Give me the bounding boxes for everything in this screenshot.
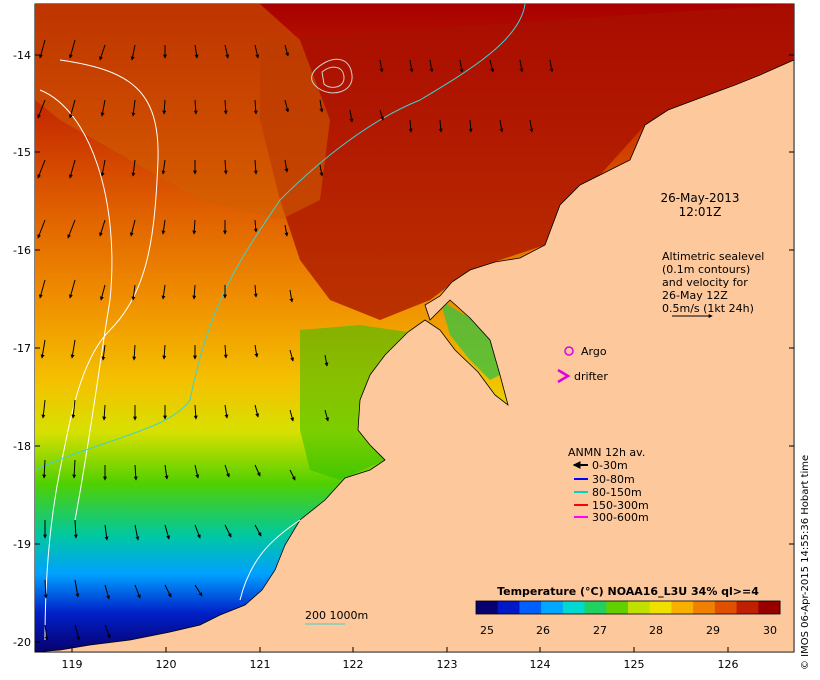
lon-label: 125 (624, 658, 645, 671)
anmn-legend (572, 461, 588, 518)
altimetry-note-line: Altimetric sealevel (662, 250, 764, 263)
lat-label: -19 (13, 538, 31, 551)
colorbar-tick: 30 (763, 624, 777, 637)
contour-cyan-3 (321, 66, 345, 88)
argo-label: Argo (581, 345, 607, 358)
colorbar-tick: 25 (480, 624, 494, 637)
colorbar-title: Temperature (°C) NOAA16_L3U 34% ql>=4 (497, 585, 759, 598)
anmn-item: 150-300m (592, 499, 649, 512)
argo-icon (564, 346, 574, 356)
lon-label: 123 (437, 658, 458, 671)
anmn-item: 80-150m (592, 486, 642, 499)
warm-core (260, 4, 794, 320)
colorbar-tick: 27 (593, 624, 607, 637)
contour-white-1 (44, 59, 159, 641)
drifter-label: drifter (574, 370, 608, 383)
colorbar-swatch (476, 601, 499, 614)
colorbar-swatch (606, 601, 629, 614)
colorbar (476, 601, 781, 614)
anmn-item: 0-30m (592, 459, 628, 472)
anmn-item: 30-80m (592, 473, 635, 486)
colorbar-swatch (649, 601, 672, 614)
tick-marks (35, 54, 794, 652)
contour-white-2 (39, 89, 113, 521)
land-mass (35, 59, 794, 652)
contour-cyan-1 (35, 4, 526, 471)
colorbar-swatch (628, 601, 651, 614)
anmn-title: ANMN 12h av. (568, 446, 645, 459)
lon-label: 124 (530, 658, 551, 671)
colorbar-swatch (497, 601, 520, 614)
colorbar-swatch (541, 601, 564, 614)
lon-label: 126 (718, 658, 739, 671)
date-label: 26-May-2013 (660, 191, 739, 205)
colorbar-swatch (584, 601, 607, 614)
lat-label: -14 (13, 49, 31, 62)
colorbar-frame (475, 600, 781, 615)
credit-footer: © IMOS 06-Apr-2015 14:55:36 Hobart time (800, 430, 814, 670)
time-label: 12:01Z (679, 205, 722, 219)
colorbar-swatch (693, 601, 716, 614)
colorbar-tick: 29 (706, 624, 720, 637)
colorbar-swatch (562, 601, 586, 614)
lat-label: -16 (13, 244, 31, 257)
bathy-label: 200 1000m (305, 609, 368, 622)
colorbar-tick: 26 (536, 624, 550, 637)
bay-green (440, 300, 500, 380)
drifter-icon (557, 368, 571, 384)
lon-label: 122 (343, 658, 364, 671)
anmn-item: 300-600m (592, 511, 649, 524)
lat-label: -15 (13, 146, 31, 159)
contour-cyan-2 (311, 58, 353, 94)
altimetry-note-line: (0.1m contours) (662, 263, 750, 276)
credit-text: © IMOS 06-Apr-2015 14:55:36 Hobart time (800, 454, 811, 670)
lat-label: -17 (13, 342, 31, 355)
colorbar-swatch (714, 601, 738, 614)
altimetry-note-line: 0.5m/s (1kt 24h) (662, 302, 754, 315)
lon-label: 121 (250, 658, 271, 671)
altimetry-note-line: 26-May 12Z (662, 289, 728, 302)
colorbar-swatch (736, 601, 759, 614)
altimetry-note-line: and velocity for (662, 276, 748, 289)
contour-white-3 (239, 519, 301, 601)
colorbar-tick: 28 (649, 624, 663, 637)
lat-label: -20 (13, 636, 31, 649)
colorbar-swatch (519, 601, 542, 614)
lon-label: 120 (156, 658, 177, 671)
velocity-arrows (37, 39, 554, 641)
colorbar-swatch (671, 601, 694, 614)
colorbar-swatch (758, 601, 781, 614)
lat-label: -18 (13, 440, 31, 453)
lon-label: 119 (62, 658, 83, 671)
